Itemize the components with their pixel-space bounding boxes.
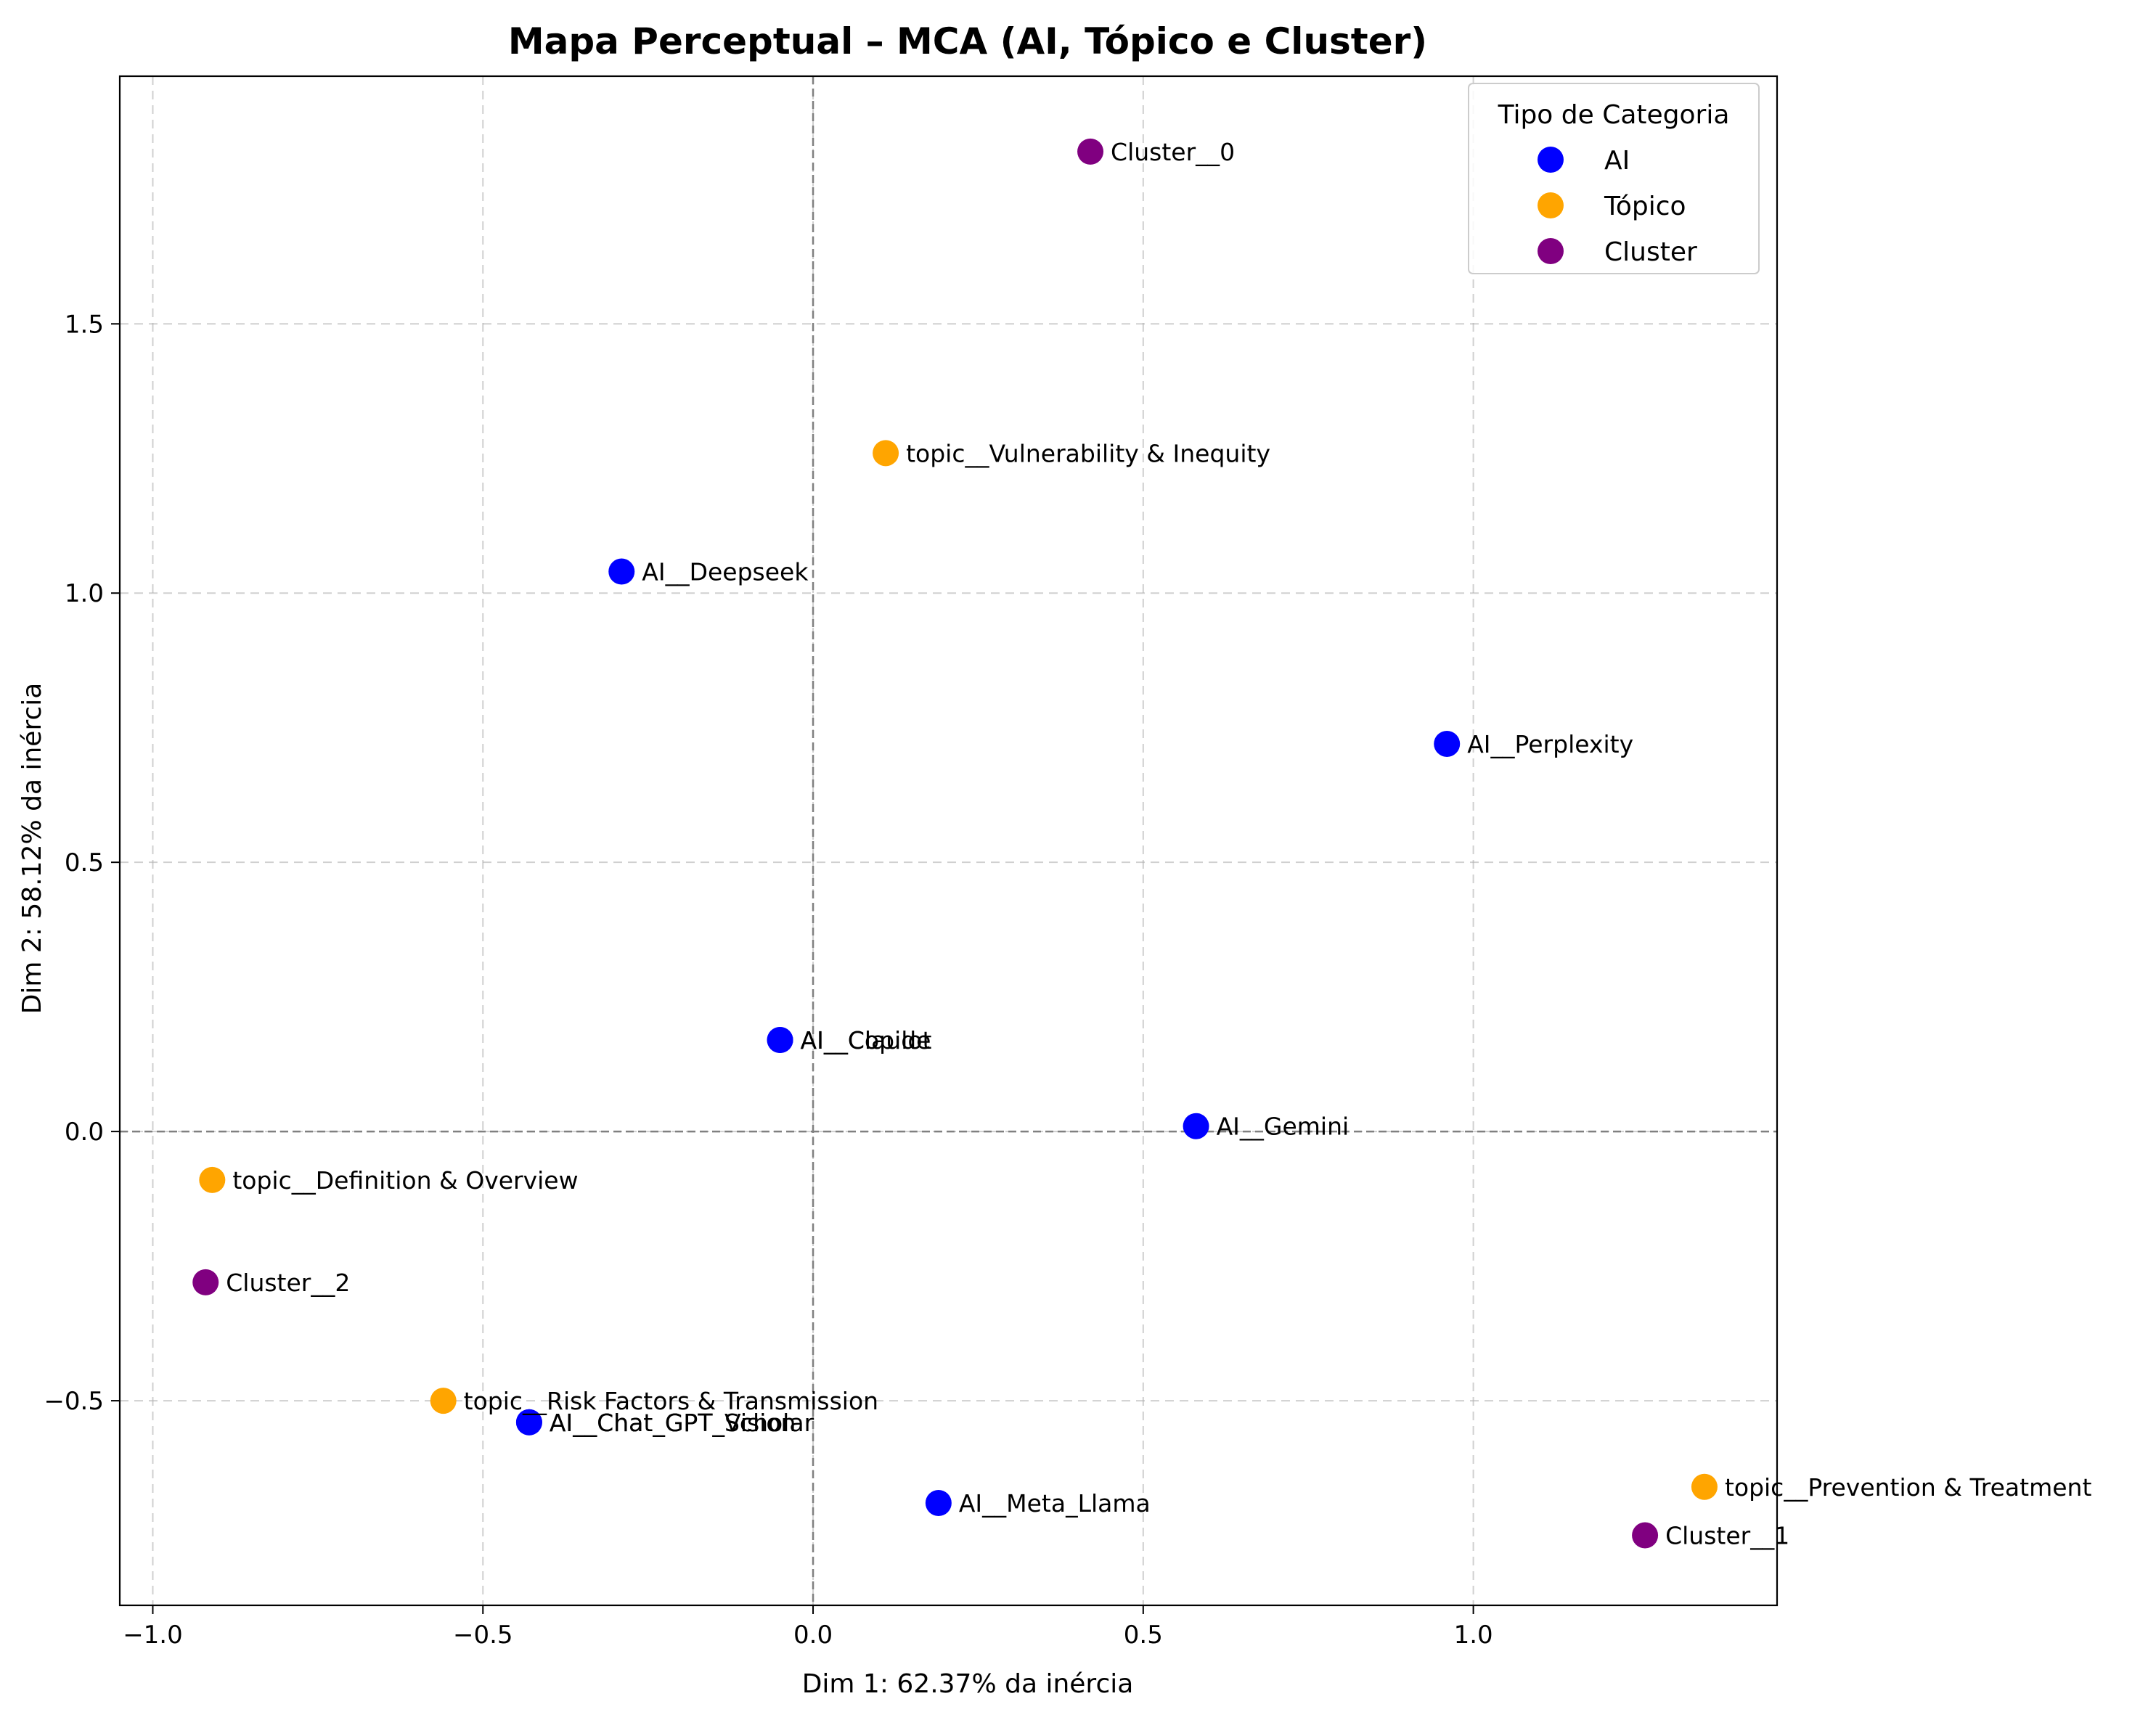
legend: Tipo de Categoria AI Tópico Cluster xyxy=(1468,83,1760,274)
y-tick-label: 0.0 xyxy=(65,1118,104,1147)
topico-point xyxy=(1691,1473,1718,1500)
legend-marker-topico xyxy=(1538,192,1564,218)
y-tick-label: 1.5 xyxy=(65,310,104,339)
x-tick-label: −0.5 xyxy=(453,1621,513,1650)
cluster-point xyxy=(1632,1522,1659,1549)
point-labels-layer: AI__DeepseekAI__PerplexityAI__CopilotAI_… xyxy=(226,138,2091,1550)
point-label: topic__Risk Factors & Transmission xyxy=(464,1387,878,1415)
topico-point xyxy=(199,1166,226,1193)
ticks-layer: −1.0 −0.5 0.0 0.5 1.0 −0.5 0.0 0.5 1.0 1.5 xyxy=(44,310,1493,1650)
topico-point xyxy=(873,440,899,467)
point-label: topic__Prevention & Treatment xyxy=(1725,1473,2092,1502)
legend-entry-label: Tópico xyxy=(1604,192,1686,221)
legend-title: Tipo de Categoria xyxy=(1498,100,1730,130)
x-axis-label: Dim 1: 62.37% da inércia xyxy=(802,1669,1134,1699)
x-tick-label: 0.0 xyxy=(793,1621,833,1650)
legend-entry-label: AI xyxy=(1604,146,1630,176)
x-tick-label: 0.5 xyxy=(1124,1621,1163,1650)
legend-marker-ai xyxy=(1538,147,1564,173)
point-label: AI__Deepseek xyxy=(642,558,809,586)
ai-point xyxy=(515,1409,542,1436)
y-tick-label: −0.5 xyxy=(44,1387,104,1416)
point-label: topic__Vulnerability & Inequity xyxy=(906,439,1270,467)
ai-point xyxy=(767,1027,793,1054)
points-layer xyxy=(192,138,1718,1549)
point-label: Cluster__1 xyxy=(1665,1522,1789,1550)
ai-point xyxy=(925,1490,952,1517)
point-label: AI__Perplexity xyxy=(1467,730,1633,758)
cluster-point xyxy=(1077,138,1104,165)
legend-entry-label: Cluster xyxy=(1604,237,1697,267)
y-axis-label: Dim 2: 58.12% da inércia xyxy=(17,683,47,1015)
point-label: AI__Copilot xyxy=(801,1026,932,1054)
ai-point xyxy=(608,558,635,585)
ai-point xyxy=(1434,730,1461,757)
point-label: AI__Gemini xyxy=(1217,1113,1349,1141)
point-label: Cluster__0 xyxy=(1111,138,1235,166)
legend-entries: AI Tópico Cluster xyxy=(1538,146,1697,267)
legend-box xyxy=(1468,83,1760,274)
reference-lines xyxy=(120,76,1777,1605)
y-tick-label: 0.5 xyxy=(65,848,104,877)
legend-marker-cluster xyxy=(1538,238,1564,264)
plot-frame xyxy=(118,75,1779,1607)
x-tick-label: −1.0 xyxy=(123,1621,183,1650)
point-label: AI__Claude xyxy=(801,1026,931,1054)
point-label: AI__Chat_GPT_Scholar xyxy=(550,1409,814,1437)
cluster-point xyxy=(192,1269,219,1295)
point-label: topic__Definition & Overview xyxy=(232,1166,578,1195)
point-label: Cluster__2 xyxy=(226,1269,350,1297)
ai-point xyxy=(1183,1113,1209,1139)
point-label: AI__Chat_GPT_Vision xyxy=(550,1409,796,1437)
point-label: AI__Meta_Llama xyxy=(959,1489,1151,1518)
y-tick-label: 1.0 xyxy=(65,579,104,608)
x-tick-label: 1.0 xyxy=(1454,1621,1493,1650)
topico-point xyxy=(430,1388,457,1414)
chart-title: Mapa Perceptual – MCA (AI, Tópico e Clus… xyxy=(508,20,1427,62)
